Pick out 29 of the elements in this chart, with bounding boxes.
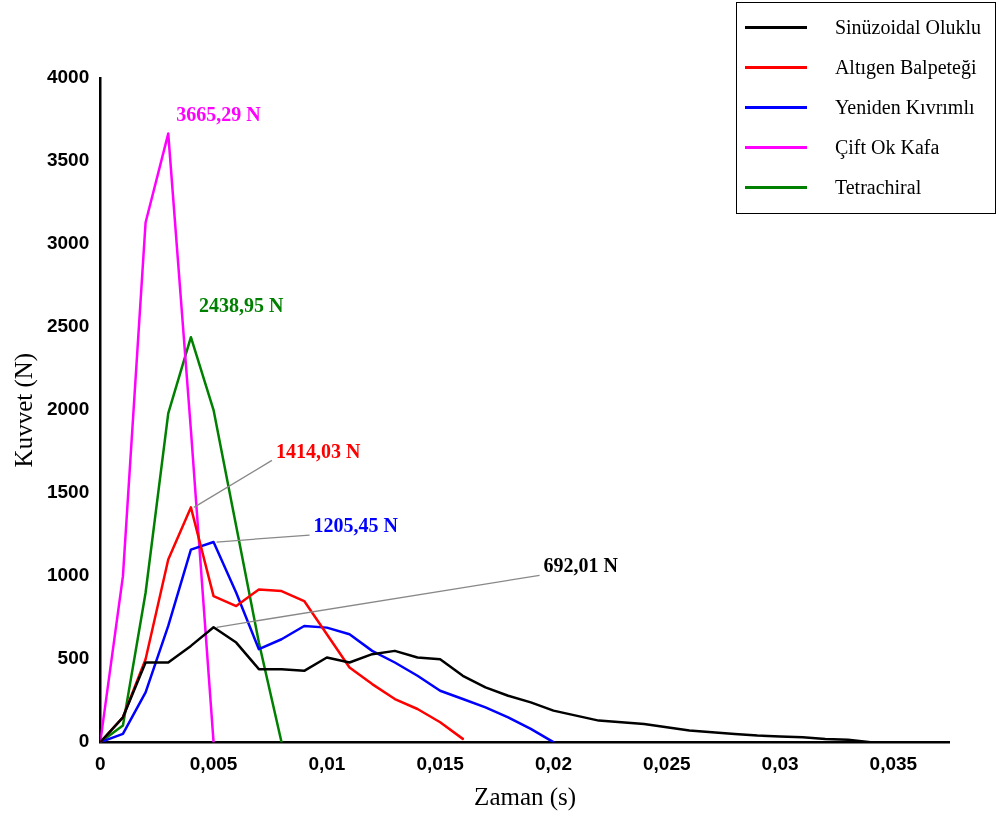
y-tick-label: 3500 [46, 149, 90, 171]
y-tick-label: 2500 [46, 315, 90, 337]
y-tick-label: 4000 [46, 66, 90, 88]
y-tick-label: 500 [57, 647, 90, 669]
y-tick-label: 1000 [46, 564, 90, 586]
x-tick-label: 0,01 [308, 752, 346, 774]
y-axis-title: Kuvvet (N) [9, 352, 38, 468]
x-tick-label: 0,03 [761, 752, 799, 774]
annotation: 1414,03 N [275, 439, 361, 462]
x-tick-label: 0,035 [869, 752, 918, 774]
y-tick-label: 1500 [46, 481, 90, 503]
annotation: 2438,95 N [198, 294, 284, 317]
legend-label: Çift Ok Kafa [834, 135, 940, 159]
legend-label: Sinüzoidal Oluklu [834, 15, 981, 39]
annotation: 692,01 N [543, 554, 619, 577]
x-tick-label: 0,015 [416, 752, 465, 774]
x-tick-label: 0,02 [534, 752, 572, 774]
legend-label: Yeniden Kıvrımlı [834, 95, 975, 119]
annotation: 1205,45 N [313, 514, 399, 537]
y-tick-label: 0 [78, 730, 90, 752]
x-tick-label: 0 [94, 752, 106, 774]
y-tick-label: 2000 [46, 398, 90, 420]
x-axis-title: Zaman (s) [474, 782, 577, 811]
legend-label: Altıgen Balpeteği [834, 55, 977, 79]
y-tick-label: 3000 [46, 232, 90, 254]
annotation: 3665,29 N [176, 102, 262, 125]
x-tick-label: 0,025 [642, 752, 691, 774]
x-tick-label: 0,005 [189, 752, 238, 774]
legend-label: Tetrachiral [834, 175, 922, 199]
